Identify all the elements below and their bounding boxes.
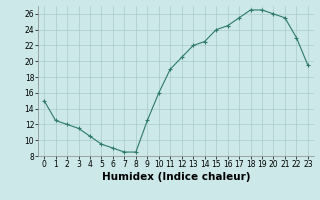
X-axis label: Humidex (Indice chaleur): Humidex (Indice chaleur)	[102, 172, 250, 182]
